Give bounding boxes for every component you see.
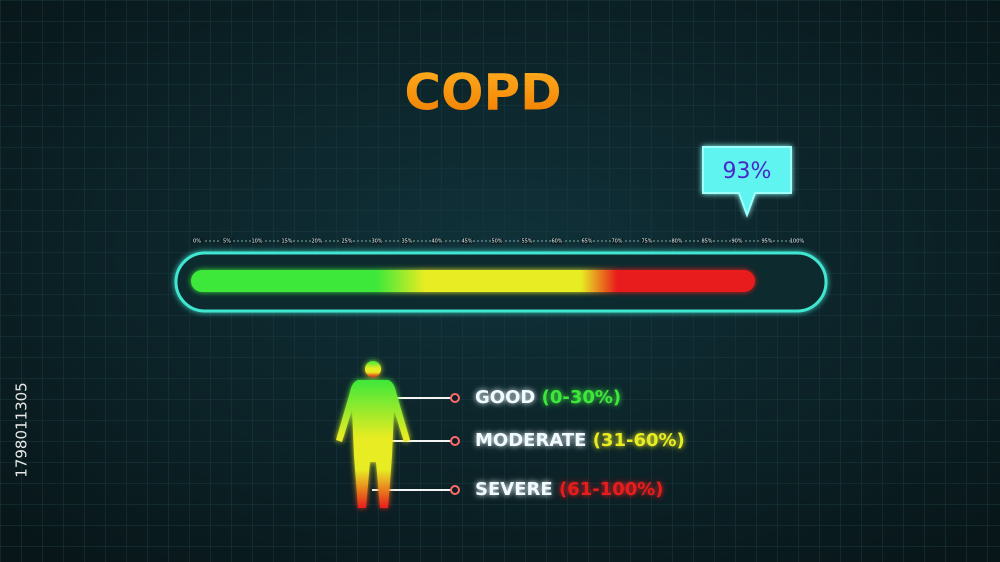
tick-mark bbox=[401, 238, 413, 244]
progress-bar bbox=[191, 270, 755, 292]
x-tick-label: 50% bbox=[491, 239, 502, 245]
tick-mark bbox=[671, 238, 683, 244]
tick-mark bbox=[461, 238, 473, 244]
tick-mark bbox=[311, 238, 323, 244]
legend-range: (61-100%) bbox=[559, 479, 664, 500]
legend-dot bbox=[450, 436, 460, 446]
x-tick-label: 25% bbox=[341, 239, 352, 245]
chart: 0% 5% 10% 15% 20% 25% 30% 35% 40% 45% 50% 55% 60% 65%… bbox=[191, 146, 805, 500]
tick-mark bbox=[791, 238, 803, 244]
x-tick-label: 100% bbox=[790, 239, 805, 245]
x-tick-label: 85% bbox=[701, 239, 712, 245]
x-tick-label: 55% bbox=[521, 239, 532, 245]
value-label: 93% bbox=[723, 159, 772, 184]
legend-name: SEVERE bbox=[475, 479, 553, 500]
tick-mark bbox=[521, 238, 533, 244]
x-tick-label: 35% bbox=[401, 239, 412, 245]
x-tick-label: 75% bbox=[641, 239, 652, 245]
x-tick-label: 20% bbox=[311, 239, 322, 245]
x-tick-label: 70% bbox=[611, 239, 622, 245]
value-callout bbox=[702, 146, 792, 218]
watermark-id: 1798011305 bbox=[13, 382, 31, 477]
tick-mark bbox=[491, 238, 503, 244]
x-tick-label: 90% bbox=[731, 239, 742, 245]
tick-mark bbox=[341, 238, 353, 244]
x-tick-label: 80% bbox=[671, 239, 682, 245]
tick-mark bbox=[761, 238, 773, 244]
tick-mark bbox=[251, 238, 263, 244]
tick-mark bbox=[221, 238, 233, 244]
legend-name: GOOD bbox=[475, 387, 535, 408]
figure-body bbox=[336, 380, 410, 508]
x-tick-label: 10% bbox=[251, 239, 262, 245]
x-tick-label: 45% bbox=[461, 239, 472, 245]
legend-entry: GOOD (0-30%) bbox=[475, 387, 621, 408]
x-tick-label: 95% bbox=[761, 239, 772, 245]
legend-name: MODERATE bbox=[475, 430, 586, 451]
tick-mark bbox=[731, 238, 743, 244]
x-tick-label: 65% bbox=[581, 239, 592, 245]
tick-mark bbox=[581, 238, 593, 244]
tick-mark bbox=[191, 238, 203, 244]
legend-dot bbox=[450, 393, 460, 403]
title: COPD bbox=[404, 64, 561, 122]
figure-head bbox=[365, 361, 381, 377]
x-tick-label: 5% bbox=[223, 239, 231, 245]
figure bbox=[336, 361, 410, 508]
x-tick-label: 60% bbox=[551, 239, 562, 245]
tick-mark bbox=[431, 238, 443, 244]
tick-mark bbox=[611, 238, 623, 244]
legend-range: (0-30%) bbox=[542, 387, 622, 408]
legend-entry: MODERATE (31-60%) bbox=[475, 430, 685, 451]
x-tick-label: 30% bbox=[371, 239, 382, 245]
legend-entry: SEVERE (61-100%) bbox=[475, 479, 664, 500]
legend-range: (31-60%) bbox=[593, 430, 685, 451]
tick-mark bbox=[371, 238, 383, 244]
x-tick-label: 0% bbox=[193, 239, 201, 245]
tick-mark bbox=[551, 238, 563, 244]
x-tick-label: 40% bbox=[431, 239, 442, 245]
tick-mark bbox=[701, 238, 713, 244]
x-tick-label: 15% bbox=[281, 239, 292, 245]
tick-mark bbox=[281, 238, 293, 244]
tick-mark bbox=[641, 238, 653, 244]
legend-dot bbox=[450, 485, 460, 495]
